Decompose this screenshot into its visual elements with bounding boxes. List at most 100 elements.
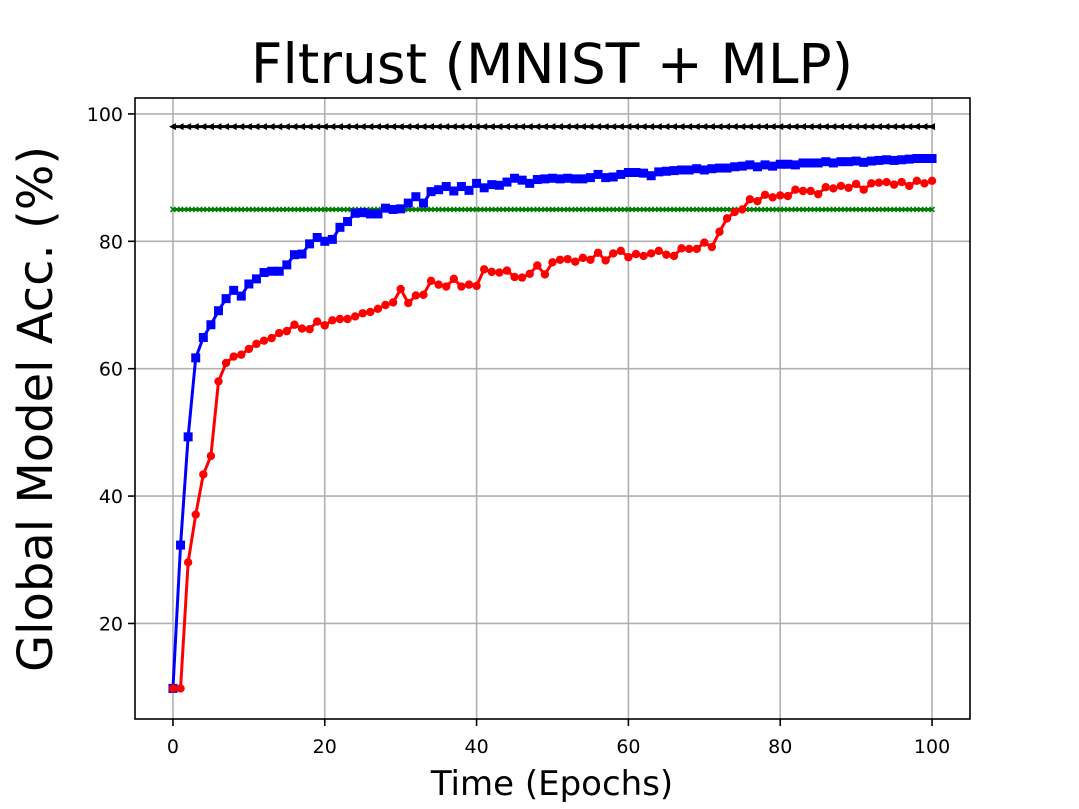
data-point bbox=[487, 180, 497, 190]
data-point bbox=[305, 123, 313, 131]
data-point bbox=[919, 154, 929, 164]
data-point bbox=[510, 123, 518, 131]
data-point bbox=[814, 123, 822, 131]
data-point bbox=[890, 123, 898, 131]
data-point bbox=[526, 206, 533, 213]
data-point bbox=[443, 206, 450, 213]
data-point bbox=[343, 314, 352, 324]
data-point bbox=[289, 250, 299, 260]
data-point bbox=[716, 206, 723, 213]
data-point bbox=[540, 270, 550, 279]
data-point bbox=[548, 173, 557, 183]
data-point bbox=[252, 339, 261, 349]
data-point bbox=[564, 206, 571, 213]
data-point bbox=[449, 274, 459, 284]
data-point bbox=[244, 344, 254, 354]
data-point bbox=[791, 123, 799, 131]
data-point bbox=[541, 206, 548, 213]
data-point bbox=[898, 206, 905, 213]
data-point bbox=[882, 155, 891, 165]
data-point bbox=[905, 181, 914, 191]
data-point bbox=[442, 282, 451, 291]
data-point bbox=[480, 123, 488, 131]
data-point bbox=[411, 192, 421, 202]
data-point bbox=[859, 185, 868, 194]
data-point bbox=[563, 123, 571, 131]
data-point bbox=[260, 206, 268, 213]
plot-series bbox=[168, 123, 937, 693]
data-point bbox=[897, 155, 907, 165]
data-point bbox=[291, 206, 298, 213]
data-point bbox=[593, 248, 603, 257]
data-point bbox=[260, 123, 268, 131]
data-point bbox=[366, 307, 375, 317]
data-point bbox=[495, 123, 503, 131]
data-point bbox=[419, 123, 427, 131]
data-point bbox=[267, 123, 275, 131]
data-point bbox=[859, 157, 869, 167]
data-point bbox=[594, 206, 602, 213]
y-tick-label: 20 bbox=[99, 613, 123, 635]
data-point bbox=[775, 159, 785, 169]
data-point bbox=[191, 353, 201, 363]
data-point bbox=[602, 206, 609, 213]
data-point bbox=[851, 179, 861, 189]
data-point bbox=[548, 123, 556, 131]
data-point bbox=[487, 123, 495, 131]
data-point bbox=[654, 246, 663, 256]
data-point bbox=[745, 123, 753, 131]
data-point bbox=[502, 266, 512, 275]
data-point bbox=[708, 206, 715, 213]
y-tick-label: 40 bbox=[99, 486, 123, 508]
data-point bbox=[836, 181, 846, 191]
data-point bbox=[335, 123, 343, 131]
data-point bbox=[928, 123, 936, 131]
data-point bbox=[177, 206, 184, 213]
y-axis-title: Global Model Acc. (%) bbox=[8, 146, 64, 672]
data-point bbox=[752, 162, 762, 172]
data-point bbox=[253, 206, 260, 213]
data-point bbox=[746, 206, 753, 213]
data-point bbox=[836, 157, 846, 167]
data-point bbox=[457, 282, 466, 291]
data-point bbox=[790, 160, 800, 170]
y-tick-label: 60 bbox=[99, 359, 123, 381]
data-point bbox=[616, 169, 626, 179]
data-point bbox=[244, 279, 254, 289]
data-point bbox=[350, 312, 360, 321]
data-point bbox=[236, 291, 246, 301]
data-point bbox=[677, 244, 686, 253]
data-point bbox=[321, 206, 328, 213]
data-point bbox=[882, 177, 891, 187]
chart-title: Fltrust (MNIST + MLP) bbox=[251, 32, 853, 96]
data-point bbox=[684, 244, 694, 254]
data-point bbox=[821, 157, 831, 167]
data-point bbox=[381, 203, 390, 213]
x-tick-label: 40 bbox=[464, 736, 488, 758]
data-point bbox=[654, 123, 662, 131]
data-point bbox=[176, 540, 186, 550]
data-point bbox=[768, 123, 776, 131]
data-point bbox=[830, 206, 837, 213]
data-point bbox=[313, 123, 321, 131]
data-point bbox=[449, 186, 459, 196]
data-point bbox=[836, 123, 844, 131]
series-0-group bbox=[168, 123, 936, 131]
data-point bbox=[472, 281, 481, 291]
data-point bbox=[481, 206, 488, 213]
data-point bbox=[701, 206, 708, 213]
data-point bbox=[906, 206, 913, 213]
x-axis-title: Time (Epochs) bbox=[430, 764, 673, 804]
data-point bbox=[715, 163, 724, 173]
data-point bbox=[405, 206, 412, 213]
y-tick-label: 80 bbox=[99, 231, 123, 253]
data-point bbox=[472, 178, 482, 188]
data-point bbox=[662, 123, 670, 131]
data-point bbox=[185, 206, 192, 213]
data-point bbox=[844, 183, 853, 193]
data-point bbox=[783, 159, 793, 169]
data-point bbox=[252, 123, 260, 131]
data-point bbox=[852, 123, 860, 131]
data-point bbox=[639, 123, 647, 131]
data-point bbox=[609, 249, 618, 258]
